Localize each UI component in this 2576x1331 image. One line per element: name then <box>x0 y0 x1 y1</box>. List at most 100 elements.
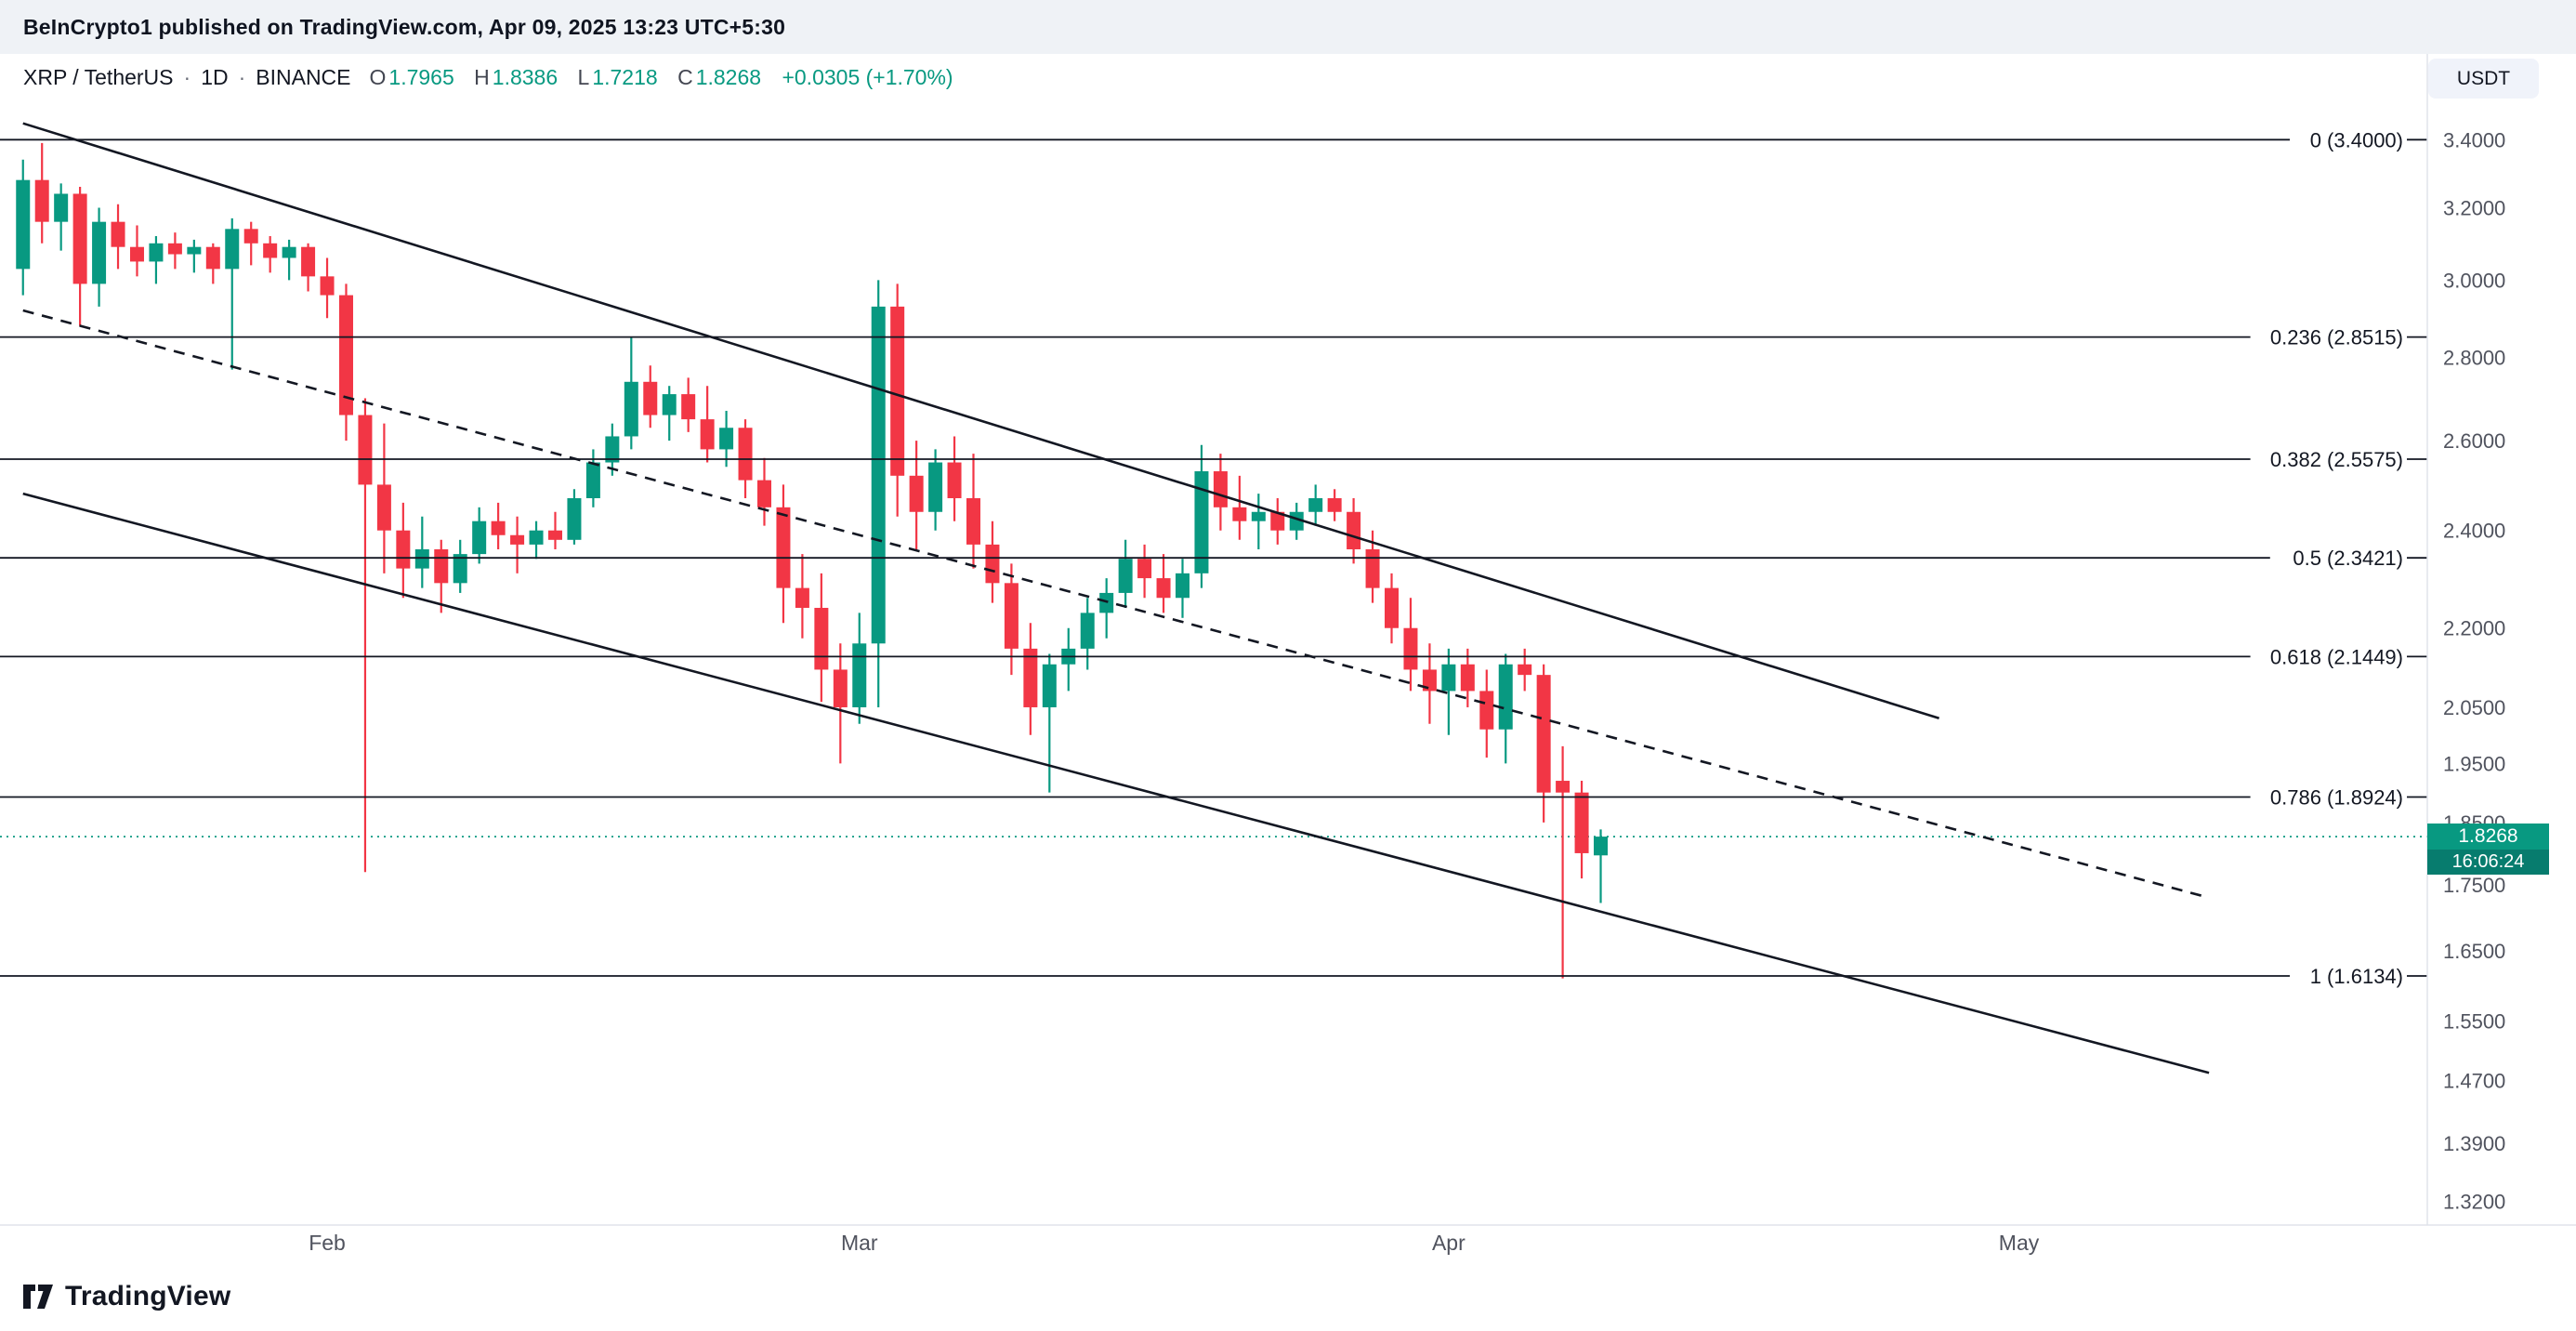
candle <box>700 386 715 463</box>
candle <box>1347 498 1361 564</box>
candle <box>129 225 144 277</box>
candle <box>1422 643 1437 724</box>
candle <box>282 239 296 281</box>
channel-bottom-line[interactable] <box>22 492 2210 1074</box>
time-axis-label: Mar <box>841 1231 878 1255</box>
candle <box>338 283 353 441</box>
candle <box>966 454 980 569</box>
tradingview-wordmark: TradingView <box>65 1281 231 1311</box>
price-axis-label: 2.8000 <box>2443 347 2505 370</box>
candle <box>1080 598 1095 670</box>
candle <box>814 573 829 703</box>
candle <box>1099 578 1114 639</box>
candle <box>1479 669 1494 758</box>
candle <box>16 159 31 296</box>
candle <box>72 187 87 326</box>
last-price-value: 1.8268 <box>2427 824 2549 850</box>
candle <box>852 613 867 724</box>
candle <box>643 365 658 428</box>
price-axis-label: 1.4700 <box>2443 1069 2505 1092</box>
candle <box>205 243 220 284</box>
candle <box>1118 539 1133 608</box>
candle <box>1251 494 1266 549</box>
candle <box>1042 653 1057 793</box>
low-value: 1.7218 <box>592 65 658 89</box>
price-axis-label: 1.7500 <box>2443 874 2505 897</box>
price-axis-label: 2.2000 <box>2443 617 2505 640</box>
fib-level-label: 0 (3.4000) <box>2310 128 2403 152</box>
channel-top-line[interactable] <box>22 122 1939 720</box>
fib-level[interactable]: 0.618 (2.1449) <box>0 645 2427 668</box>
ohlc-readout: O 1.7965 H 1.8386 L 1.7218 C 1.8268 +0.0305 … <box>370 65 953 90</box>
fib-level[interactable]: 0.236 (2.8515) <box>0 326 2427 349</box>
candle <box>547 511 562 549</box>
fib-level[interactable]: 0.382 (2.5575) <box>0 448 2427 471</box>
fib-level[interactable]: 0.786 (1.8924) <box>0 786 2427 810</box>
candle <box>1176 559 1190 618</box>
candle <box>529 521 544 560</box>
candle <box>1518 648 1532 692</box>
candle <box>263 236 278 273</box>
candle <box>985 521 1000 603</box>
price-axis-label: 1.6500 <box>2443 940 2505 963</box>
candle <box>54 183 69 251</box>
candle <box>92 207 107 307</box>
candle <box>111 204 125 270</box>
candle <box>1327 489 1342 521</box>
fib-level[interactable]: 0.5 (2.3421) <box>0 547 2427 570</box>
candle <box>358 398 373 873</box>
price-axis-label: 1.9500 <box>2443 752 2505 775</box>
price-axis-label: 3.4000 <box>2443 128 2505 152</box>
open-label: O <box>369 65 387 89</box>
candle <box>167 232 182 270</box>
exchange-label[interactable]: BINANCE <box>256 65 351 89</box>
close-label: C <box>677 65 693 89</box>
currency-toggle-button[interactable]: USDT <box>2428 59 2539 99</box>
candle <box>928 449 943 531</box>
candle <box>719 411 734 468</box>
candle <box>1213 454 1228 531</box>
candle <box>491 502 506 549</box>
tradingview-watermark[interactable]: TradingView <box>22 1281 230 1312</box>
candle <box>1137 544 1152 599</box>
candle <box>510 516 525 573</box>
time-axis-label: Apr <box>1432 1231 1465 1255</box>
legend-separator: · <box>183 65 191 89</box>
candle <box>1536 664 1551 823</box>
open-value: 1.7965 <box>388 65 454 89</box>
candle <box>1194 444 1209 588</box>
channel-mid-line[interactable] <box>22 309 2210 900</box>
candle <box>567 489 582 545</box>
candle <box>301 243 316 292</box>
candle <box>149 236 164 284</box>
candle <box>1232 475 1247 540</box>
interval-label[interactable]: 1D <box>201 65 229 89</box>
close-value: 1.8268 <box>695 65 762 89</box>
price-axis-label: 1.5500 <box>2443 1009 2505 1033</box>
legend-separator: · <box>238 65 246 89</box>
candle <box>1023 623 1038 735</box>
candle <box>320 257 335 319</box>
fib-level[interactable]: 1 (1.6134) <box>0 965 2427 988</box>
candle <box>605 423 620 476</box>
candle <box>1594 829 1609 903</box>
candle <box>890 283 905 517</box>
candle <box>1061 627 1076 692</box>
fib-level[interactable]: 0 (3.4000) <box>0 128 2427 152</box>
symbol-name[interactable]: XRP / TetherUS <box>23 65 174 89</box>
candle <box>472 507 487 564</box>
candle <box>947 436 962 521</box>
price-axis-label: 2.6000 <box>2443 429 2505 453</box>
time-axis-label: Feb <box>309 1231 346 1255</box>
candle <box>1498 653 1513 764</box>
attribution-bar: BeInCrypto1 published on TradingView.com… <box>0 0 2576 54</box>
fib-level-label: 1 (1.6134) <box>2310 965 2403 988</box>
candle <box>871 280 886 707</box>
low-label: L <box>577 65 590 89</box>
candle <box>187 239 202 273</box>
candle <box>1156 554 1171 613</box>
candle <box>662 386 677 441</box>
last-price-badge: 1.8268 16:06:24 <box>2427 824 2549 876</box>
